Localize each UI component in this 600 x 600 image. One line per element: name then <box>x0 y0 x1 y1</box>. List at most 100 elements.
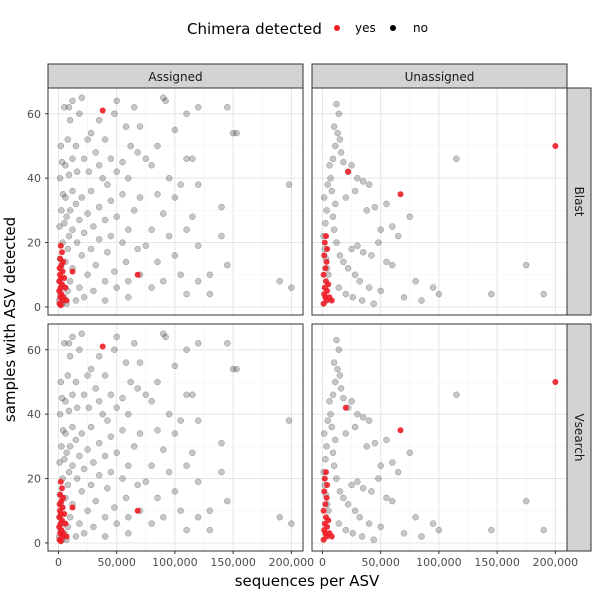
point-no <box>337 149 345 156</box>
point-no <box>189 391 196 399</box>
point-no <box>61 104 68 111</box>
x-tick-label: 150,000 <box>210 556 256 569</box>
panels <box>45 87 568 554</box>
point-yes <box>134 507 141 514</box>
point-no <box>400 530 408 537</box>
point-no <box>326 398 333 405</box>
point-no <box>189 449 196 457</box>
point-no <box>62 398 69 405</box>
point-yes <box>61 275 68 281</box>
legend-label-no: no <box>413 21 428 35</box>
point-no <box>73 168 81 175</box>
point-no <box>57 142 65 150</box>
point-no <box>90 523 97 531</box>
point-no <box>119 475 126 482</box>
point-no <box>113 168 120 175</box>
x-tick-label: 150,000 <box>474 556 520 569</box>
point-no <box>62 194 69 201</box>
panel-border <box>311 323 568 552</box>
point-no <box>400 294 408 301</box>
point-no <box>194 104 202 111</box>
point-no <box>58 394 66 402</box>
point-no <box>84 210 91 217</box>
point-no <box>69 462 76 469</box>
point-no <box>322 219 329 227</box>
point-no <box>148 226 155 233</box>
point-no <box>375 475 382 482</box>
point-no <box>64 372 72 379</box>
point-no <box>87 187 95 195</box>
point-no <box>66 277 74 285</box>
point-no <box>154 378 161 386</box>
point-no <box>177 181 184 188</box>
point-no <box>365 181 373 188</box>
point-no <box>389 261 396 269</box>
point-no <box>65 407 73 415</box>
point-no <box>348 245 355 253</box>
point-no <box>329 155 337 163</box>
point-no <box>160 446 167 453</box>
point-no <box>365 417 373 424</box>
point-no <box>183 155 190 163</box>
point-no <box>113 284 120 291</box>
point-no <box>101 533 109 540</box>
point-no <box>336 252 344 259</box>
point-no <box>171 362 179 370</box>
point-no <box>224 104 231 111</box>
point-yes <box>342 404 349 411</box>
strip-row-blast <box>566 87 592 316</box>
strip-column-assigned-label: Assigned <box>148 70 202 84</box>
point-no <box>368 252 375 259</box>
point-no <box>90 459 97 466</box>
point-no <box>354 242 361 250</box>
point-no <box>194 417 202 424</box>
point-no <box>194 181 202 188</box>
point-no <box>333 336 340 344</box>
point-no <box>65 232 73 240</box>
point-no <box>229 129 237 137</box>
point-no <box>335 346 343 354</box>
point-no <box>183 391 190 399</box>
strip-row-blast-label: Blast <box>572 187 586 217</box>
point-no <box>66 513 74 521</box>
point-no <box>348 162 355 169</box>
point-no <box>165 410 173 418</box>
point-no <box>130 207 138 214</box>
point-no <box>99 174 106 182</box>
point-yes <box>397 427 404 434</box>
point-no <box>224 340 231 347</box>
point-yes <box>57 538 64 545</box>
point-yes <box>322 265 329 272</box>
point-no <box>348 481 355 489</box>
point-no <box>130 443 138 450</box>
point-no <box>58 207 65 214</box>
point-no <box>134 385 141 392</box>
point-no <box>56 459 63 466</box>
point-yes <box>323 233 329 240</box>
point-no <box>87 245 95 253</box>
point-no <box>370 536 377 543</box>
point-no <box>330 123 338 130</box>
point-no <box>165 232 173 240</box>
point-no <box>111 268 118 275</box>
point-no <box>540 526 547 534</box>
point-no <box>349 530 357 537</box>
point-no <box>337 385 345 392</box>
point-no <box>80 391 88 399</box>
point-yes <box>321 252 328 259</box>
point-no <box>435 290 443 298</box>
point-no <box>130 104 138 111</box>
point-no <box>154 427 161 434</box>
point-no <box>342 526 350 534</box>
point-no <box>162 97 169 105</box>
point-no <box>154 142 161 150</box>
panel-background <box>312 88 567 315</box>
point-no <box>61 219 68 227</box>
point-no <box>154 258 161 266</box>
point-no <box>76 110 83 118</box>
point-no <box>95 116 103 124</box>
point-no <box>92 385 99 392</box>
point-no <box>377 462 384 469</box>
point-no <box>95 398 103 405</box>
point-yes <box>320 271 327 278</box>
